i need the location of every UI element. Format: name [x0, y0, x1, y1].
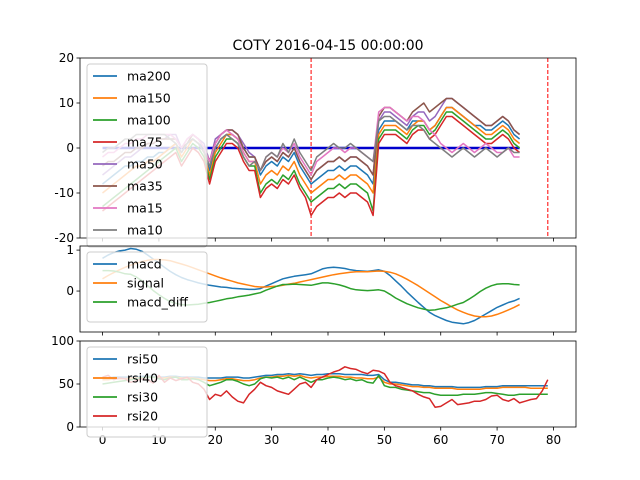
legend-label-ma15: ma15 — [127, 201, 163, 216]
legend-label-rsi50: rsi50 — [127, 352, 158, 367]
legend-label-ma200: ma200 — [127, 69, 171, 84]
y-tick-label: 20 — [59, 51, 74, 65]
legend-label-signal: signal — [127, 276, 164, 291]
x-tick-label: 40 — [320, 433, 335, 447]
y-tick-label: 0 — [66, 284, 74, 298]
panel-moving-averages: -20-1001020ma200ma150ma100ma75ma50ma35ma… — [54, 51, 577, 248]
legend-label-macd: macd — [127, 257, 162, 272]
y-tick-label: 1 — [66, 243, 74, 257]
x-tick-label: 30 — [264, 433, 279, 447]
legend-label-ma35: ma35 — [127, 179, 163, 194]
x-tick-label: 70 — [489, 433, 504, 447]
x-tick-label: 80 — [546, 433, 561, 447]
y-tick-label: 10 — [59, 96, 74, 110]
x-tick-label: 60 — [433, 433, 448, 447]
y-tick-label: -10 — [54, 186, 74, 200]
legend-box — [86, 251, 208, 323]
legend-label-ma100: ma100 — [127, 113, 171, 128]
legend-label-ma50: ma50 — [127, 157, 163, 172]
y-tick-label: -20 — [54, 231, 74, 245]
legend-box — [86, 63, 208, 248]
legend: ma200 ma150 ma100 ma75 ma50 ma35 ma15 ma10 — [86, 63, 208, 248]
legend-label-rsi40: rsi40 — [127, 371, 158, 386]
y-tick-label: 50 — [59, 377, 74, 391]
legend: macd signal macd_diff — [86, 251, 208, 323]
y-tick-label: 0 — [66, 141, 74, 155]
legend-label-ma75: ma75 — [127, 135, 163, 150]
panel-macd: 0 1 macd signal macd_diff — [66, 243, 577, 336]
legend: rsi50 rsi40 rsi30 rsi20 — [86, 346, 208, 438]
y-tick-label: 0 — [66, 420, 74, 434]
legend-label-ma150: ma150 — [127, 91, 171, 106]
legend-label-rsi20: rsi20 — [127, 409, 158, 424]
legend-label-ma10: ma10 — [127, 223, 163, 238]
x-tick-label: 20 — [208, 433, 223, 447]
chart-title: COTY 2016-04-15 00:00:00 — [232, 38, 423, 54]
y-tick-label: 100 — [51, 334, 74, 348]
x-tick-label: 0 — [99, 433, 107, 447]
x-tick-label: 50 — [377, 433, 392, 447]
legend-label-macd_diff: macd_diff — [127, 295, 188, 310]
legend-label-rsi30: rsi30 — [127, 390, 158, 405]
legend-box — [86, 346, 208, 438]
